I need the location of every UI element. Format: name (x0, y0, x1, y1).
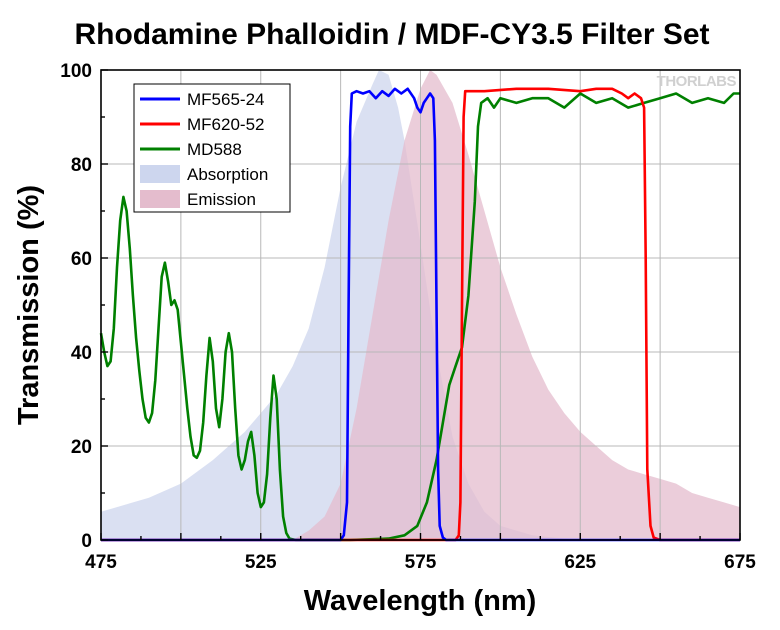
legend-label-mf620-52: MF620-52 (187, 115, 264, 134)
filter-curves (99, 87, 740, 542)
legend-label-emission: Emission (187, 190, 256, 209)
y-tick-label: 80 (71, 155, 92, 176)
line-mf565-24 (101, 87, 740, 542)
area-emission (292, 70, 740, 540)
y-tick-label: 0 (81, 531, 92, 552)
x-tick-label: 575 (405, 552, 437, 573)
legend-label-mf565-24: MF565-24 (187, 90, 264, 109)
y-tick-label: 20 (71, 437, 92, 458)
x-axis-label: Wavelength (nm) (304, 585, 537, 617)
x-tick-label: 625 (564, 552, 596, 573)
y-tick-labels: 0 20 40 60 80 100 (60, 61, 92, 552)
watermark-logo: THORLABS (657, 73, 737, 90)
y-axis-label: Transmission (%) (13, 185, 45, 425)
y-tick-label: 100 (60, 61, 92, 82)
legend: MF565-24 MF620-52 MD588 Absorption Emission (133, 83, 291, 213)
line-mf620-52 (101, 87, 740, 542)
x-tick-label: 475 (85, 552, 117, 573)
axis-ticks (100, 69, 741, 541)
y-tick-label: 60 (71, 249, 92, 270)
legend-swatch-emission (140, 190, 180, 208)
y-tick-label: 40 (71, 343, 92, 364)
chart-title: Rhodamine Phalloidin / MDF-CY3.5 Filter … (74, 18, 709, 51)
x-tick-label: 675 (724, 552, 756, 573)
line-md588 (99, 92, 740, 542)
x-tick-label: 525 (245, 552, 277, 573)
legend-label-absorption: Absorption (187, 165, 268, 184)
x-tick-labels: 475 525 575 625 675 (85, 552, 756, 573)
legend-swatch-absorption (140, 165, 180, 183)
legend-label-md588: MD588 (187, 140, 242, 159)
